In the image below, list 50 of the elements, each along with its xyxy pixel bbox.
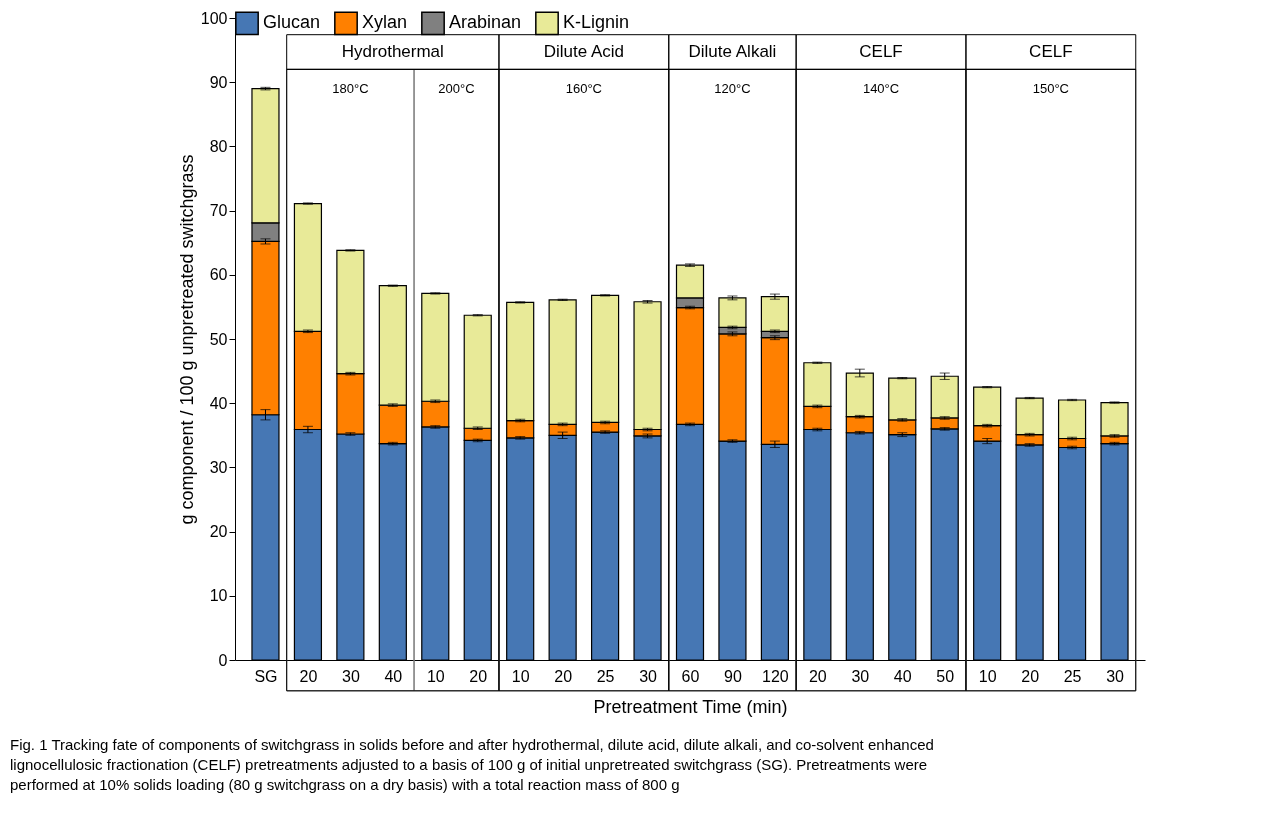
annotation: CELF [1029,42,1073,62]
legend-label: K-Lignin [563,12,630,33]
y-tick-label: 90 [209,73,228,91]
x-tick-label: 20 [469,667,488,685]
x-tick-label: 30 [341,667,360,685]
legend-label: Xylan [362,12,408,33]
y-axis-title: g component / 100 g unpretreated switchgrass [176,154,197,525]
legend-label: Glucan [263,12,321,33]
x-tick-label: 25 [1063,667,1082,685]
x-tick-label: SG [254,667,278,685]
y-tick-label: 20 [209,523,228,541]
x-tick-label: 90 [724,667,742,685]
annotation: 160°C [565,80,603,96]
annotation: 180°C [332,80,369,96]
annotation: 140°C [862,80,900,96]
y-tick-label: 80 [209,137,228,155]
y-tick-label: 50 [209,330,228,348]
x-tick-label: 50 [936,667,955,685]
x-tick-label: 30 [639,667,658,685]
y-tick-label: 100 [200,9,228,27]
x-tick-label: 20 [299,667,318,685]
x-tick-label: 60 [681,667,700,685]
annotation: CELF [859,42,903,62]
x-tick-label: 25 [596,667,615,685]
x-tick-label: 10 [426,667,445,685]
annotation: Dilute Alkali [688,42,777,62]
x-tick-label: 40 [893,667,912,685]
y-tick-label: 0 [218,651,228,669]
y-tick-label: 10 [209,587,228,605]
annotation: 150°C [1032,80,1069,96]
x-tick-label: 120 [762,667,789,685]
x-tick-label: 20 [554,667,573,685]
x-tick-label: 10 [511,667,530,685]
x-tick-label: 20 [808,667,827,685]
x-tick-label: 20 [1021,667,1040,685]
x-tick-label: 10 [978,667,997,685]
x-axis-title: Pretreatment Time (min) [593,696,788,717]
y-tick-label: 30 [209,458,228,476]
y-tick-label: 70 [209,202,228,220]
annotation: 120°C [714,80,751,96]
x-tick-label: 30 [851,667,870,685]
caption: Fig. 1 Tracking fate of components of switchgrass in solids before and after hydrothermal, dilute acid, dilute alkali, and co-solvent enhanced lignocellulosic fractionation (CELF) pretreatments adjusted to a basis of 100 g of initial unpretreated switchgrass (SG). Pretreatments were performed at 10% solids loading (80 g switchgrass on a dry basis) with a total reaction mass of 800 g [10,736,934,793]
y-tick-label: 40 [209,394,228,412]
annotation: Hydrothermal [341,42,444,62]
x-tick-label: 30 [1106,667,1125,685]
legend-label: Arabinan [449,12,522,33]
x-tick-label: 40 [384,667,403,685]
y-tick-label: 60 [209,266,228,284]
annotation: 200°C [438,80,475,96]
annotation: Dilute Acid [543,42,625,62]
